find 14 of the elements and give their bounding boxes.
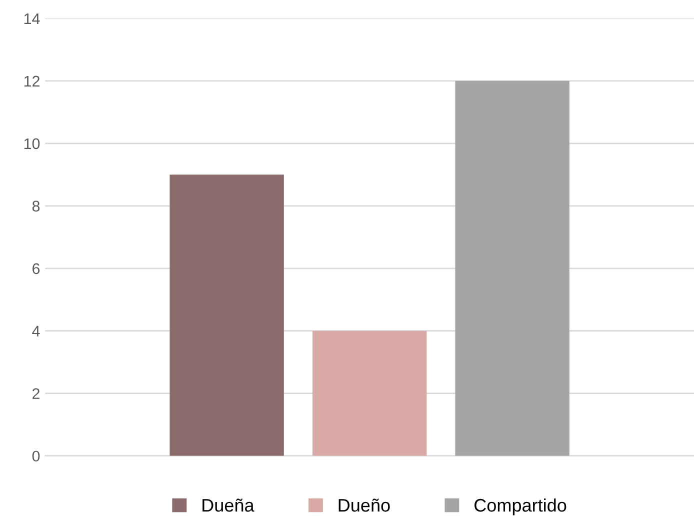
legend-label: Compartido bbox=[474, 498, 566, 516]
legend-label: Dueña bbox=[202, 498, 254, 512]
y-tick-label: 0 bbox=[32, 450, 40, 462]
y-tick-label: 2 bbox=[32, 388, 40, 399]
legend-label: Dueño bbox=[338, 498, 390, 512]
y-tick-label: 8 bbox=[32, 200, 40, 212]
bar bbox=[312, 330, 427, 456]
bar bbox=[170, 174, 284, 456]
y-tick-label: 12 bbox=[24, 76, 40, 86]
y-tick-label: 14 bbox=[24, 13, 40, 24]
y-tick-label: 6 bbox=[32, 263, 40, 274]
bar bbox=[455, 80, 570, 456]
y-tick-label: 4 bbox=[32, 326, 40, 336]
y-tick-label: 10 bbox=[24, 138, 40, 150]
